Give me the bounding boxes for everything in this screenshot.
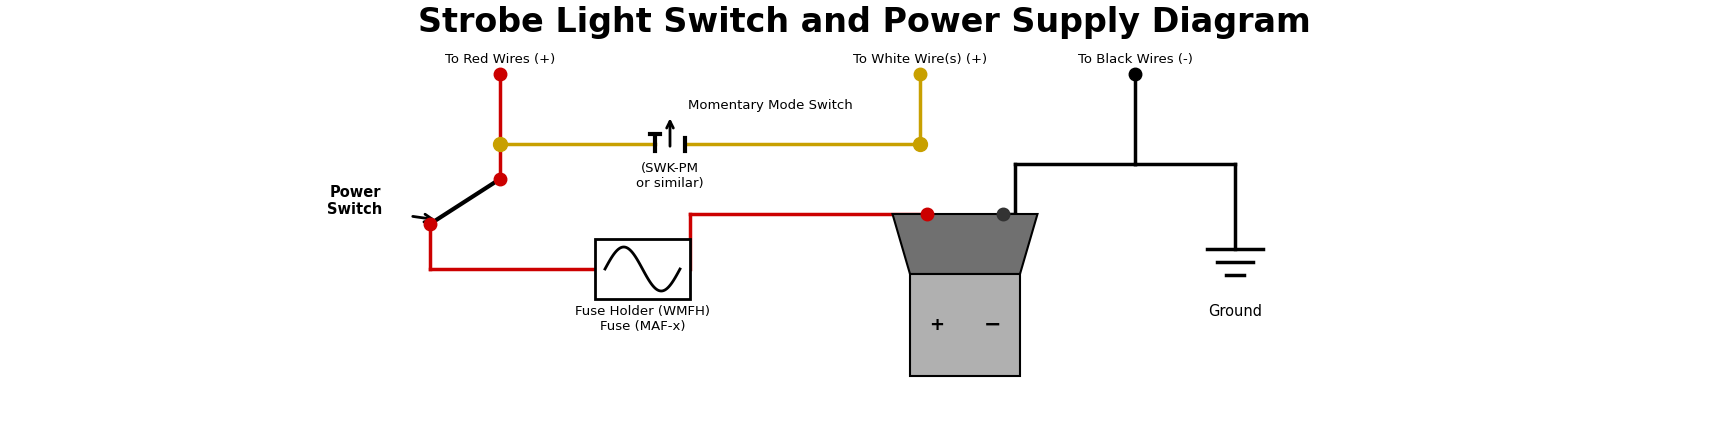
Text: To Black Wires (-): To Black Wires (-) [1078, 53, 1192, 66]
Polygon shape [892, 214, 1037, 274]
Text: (SWK-PM
or similar): (SWK-PM or similar) [636, 162, 703, 190]
Text: +: + [930, 316, 945, 334]
Text: Momentary Mode Switch: Momentary Mode Switch [688, 99, 852, 112]
Text: To Red Wires (+): To Red Wires (+) [444, 53, 555, 66]
Text: Strobe Light Switch and Power Supply Diagram: Strobe Light Switch and Power Supply Dia… [418, 6, 1310, 39]
Text: −: − [985, 315, 1002, 335]
Text: To White Wire(s) (+): To White Wire(s) (+) [854, 53, 987, 66]
Bar [594, 239, 689, 299]
Text: Fuse Holder (WMFH)
Fuse (MAF-x): Fuse Holder (WMFH) Fuse (MAF-x) [575, 305, 710, 333]
Polygon shape [911, 274, 1020, 376]
Text: Ground: Ground [1208, 304, 1261, 319]
Text: Power
Switch: Power Switch [327, 185, 382, 217]
